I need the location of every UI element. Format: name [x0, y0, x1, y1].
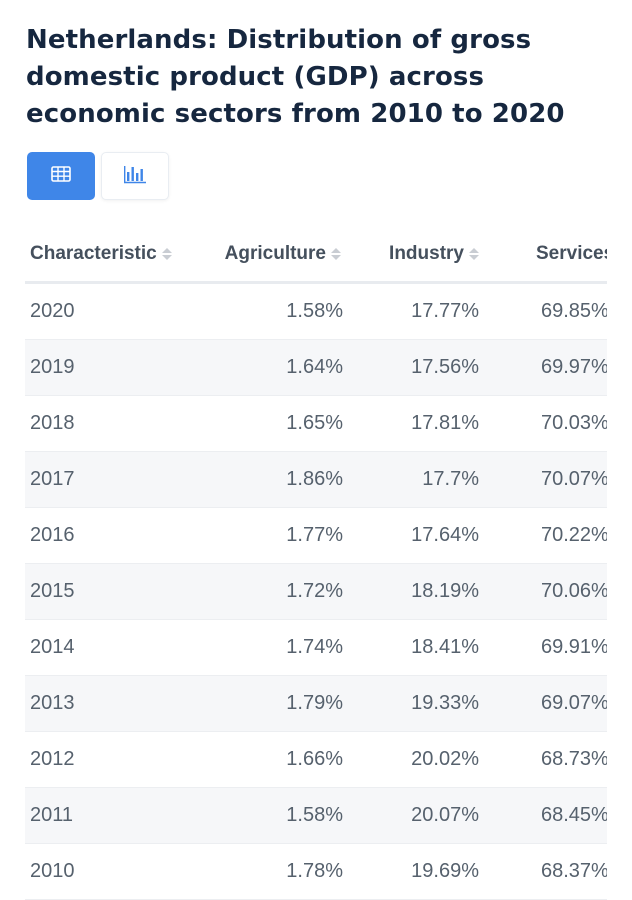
cell-industry: 17.81% [345, 395, 483, 452]
cell-agriculture: 1.64% [205, 339, 345, 396]
cell-agriculture: 1.86% [205, 451, 345, 508]
cell-services: 69.07% [483, 675, 607, 732]
cell-industry: 18.19% [345, 563, 483, 620]
cell-industry: 17.64% [345, 507, 483, 564]
column-header-label: Characteristic [30, 243, 157, 264]
sort-icon [469, 248, 479, 260]
cell-services: 70.03% [483, 395, 607, 452]
cell-agriculture: 1.58% [205, 282, 345, 340]
cell-agriculture: 1.72% [205, 563, 345, 620]
data-table: Characteristic Agriculture Industry [25, 227, 607, 900]
cell-year: 2011 [25, 787, 205, 844]
cell-industry: 18.41% [345, 619, 483, 676]
cell-services: 68.73% [483, 731, 607, 788]
cell-services: 68.45% [483, 787, 607, 844]
cell-year: 2019 [25, 339, 205, 396]
cell-year: 2016 [25, 507, 205, 564]
cell-agriculture: 1.58% [205, 787, 345, 844]
table-row: 2016 1.77% 17.64% 70.22% [25, 507, 607, 564]
cell-industry: 20.07% [345, 787, 483, 844]
cell-agriculture: 1.77% [205, 507, 345, 564]
table-header-row: Characteristic Agriculture Industry [25, 227, 607, 284]
column-header-agriculture[interactable]: Agriculture [205, 227, 345, 284]
cell-industry: 17.77% [345, 282, 483, 340]
table-row: 2018 1.65% 17.81% 70.03% [25, 395, 607, 452]
data-table-container[interactable]: Characteristic Agriculture Industry [25, 227, 607, 900]
cell-services: 70.06% [483, 563, 607, 620]
column-header-characteristic[interactable]: Characteristic [25, 227, 205, 284]
table-row: 2013 1.79% 19.33% 69.07% [25, 675, 607, 732]
cell-year: 2014 [25, 619, 205, 676]
bar-chart-icon [122, 164, 148, 189]
table-row: 2020 1.58% 17.77% 69.85% [25, 282, 607, 340]
cell-services: 69.91% [483, 619, 607, 676]
column-header-industry[interactable]: Industry [345, 227, 483, 284]
page-title: Netherlands: Distribution of gross domes… [26, 25, 565, 129]
table-row: 2014 1.74% 18.41% 69.91% [25, 619, 607, 676]
column-header-label: Industry [389, 243, 464, 264]
table-row: 2017 1.86% 17.7% 70.07% [25, 451, 607, 508]
sort-icon [161, 248, 172, 260]
cell-agriculture: 1.65% [205, 395, 345, 452]
column-header-label: Agriculture [224, 243, 326, 264]
cell-year: 2013 [25, 675, 205, 732]
column-header-label: Services [536, 243, 607, 264]
sort-icon [331, 248, 341, 260]
table-view-button[interactable] [27, 152, 95, 200]
cell-agriculture: 1.66% [205, 731, 345, 788]
cell-year: 2017 [25, 451, 205, 508]
cell-industry: 17.7% [345, 451, 483, 508]
table-icon [51, 165, 71, 187]
cell-year: 2020 [25, 282, 205, 340]
table-row: 2011 1.58% 20.07% 68.45% [25, 787, 607, 844]
cell-services: 68.37% [483, 843, 607, 900]
cell-year: 2018 [25, 395, 205, 452]
table-row: 2015 1.72% 18.19% 70.06% [25, 563, 607, 620]
cell-year: 2015 [25, 563, 205, 620]
cell-industry: 17.56% [345, 339, 483, 396]
cell-services: 69.85% [483, 282, 607, 340]
cell-services: 69.97% [483, 339, 607, 396]
cell-industry: 19.33% [345, 675, 483, 732]
cell-services: 70.22% [483, 507, 607, 564]
chart-view-button[interactable] [101, 152, 169, 200]
table-row: 2012 1.66% 20.02% 68.73% [25, 731, 607, 788]
cell-services: 70.07% [483, 451, 607, 508]
table-row: 2019 1.64% 17.56% 69.97% [25, 339, 607, 396]
table-row: 2010 1.78% 19.69% 68.37% [25, 843, 607, 900]
cell-year: 2012 [25, 731, 205, 788]
cell-agriculture: 1.74% [205, 619, 345, 676]
cell-year: 2010 [25, 843, 205, 900]
cell-agriculture: 1.78% [205, 843, 345, 900]
cell-industry: 19.69% [345, 843, 483, 900]
view-toggle [27, 152, 169, 200]
cell-agriculture: 1.79% [205, 675, 345, 732]
column-header-services[interactable]: Services [483, 227, 607, 284]
cell-industry: 20.02% [345, 731, 483, 788]
